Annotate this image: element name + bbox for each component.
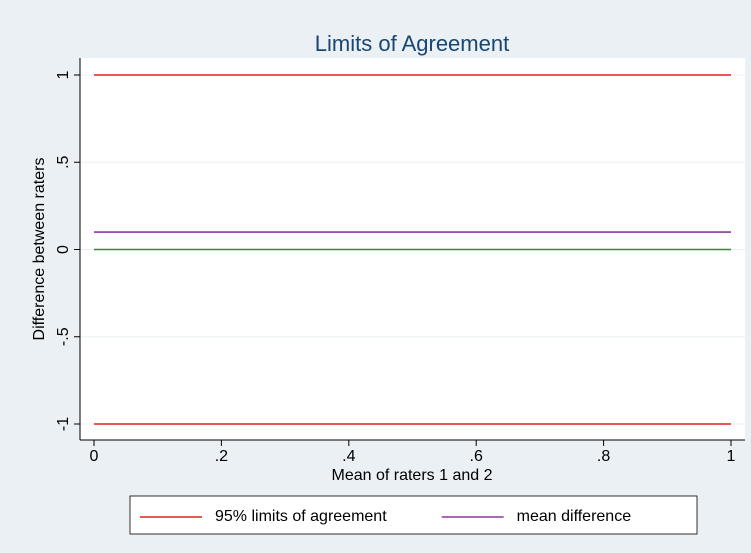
legend-box bbox=[129, 495, 698, 535]
chart-title: Limits of Agreement bbox=[315, 31, 509, 56]
y-tick-label: -.5 bbox=[55, 327, 72, 346]
x-tick-label: .4 bbox=[342, 448, 355, 465]
y-tick-label: 0 bbox=[55, 245, 72, 254]
y-axis-label: Difference between raters bbox=[31, 158, 48, 341]
legend-label: mean difference bbox=[517, 508, 632, 525]
x-tick-label: .6 bbox=[470, 448, 483, 465]
x-tick-label: .8 bbox=[597, 448, 610, 465]
x-tick-label: .2 bbox=[215, 448, 228, 465]
x-axis-label: Mean of raters 1 and 2 bbox=[332, 467, 493, 484]
x-tick-label: 1 bbox=[727, 448, 736, 465]
legend-label: 95% limits of agreement bbox=[215, 508, 387, 525]
y-tick-label: .5 bbox=[55, 155, 72, 168]
y-tick-label: -1 bbox=[55, 417, 72, 431]
y-tick-label: 1 bbox=[55, 70, 72, 79]
x-tick-label: 0 bbox=[90, 448, 99, 465]
